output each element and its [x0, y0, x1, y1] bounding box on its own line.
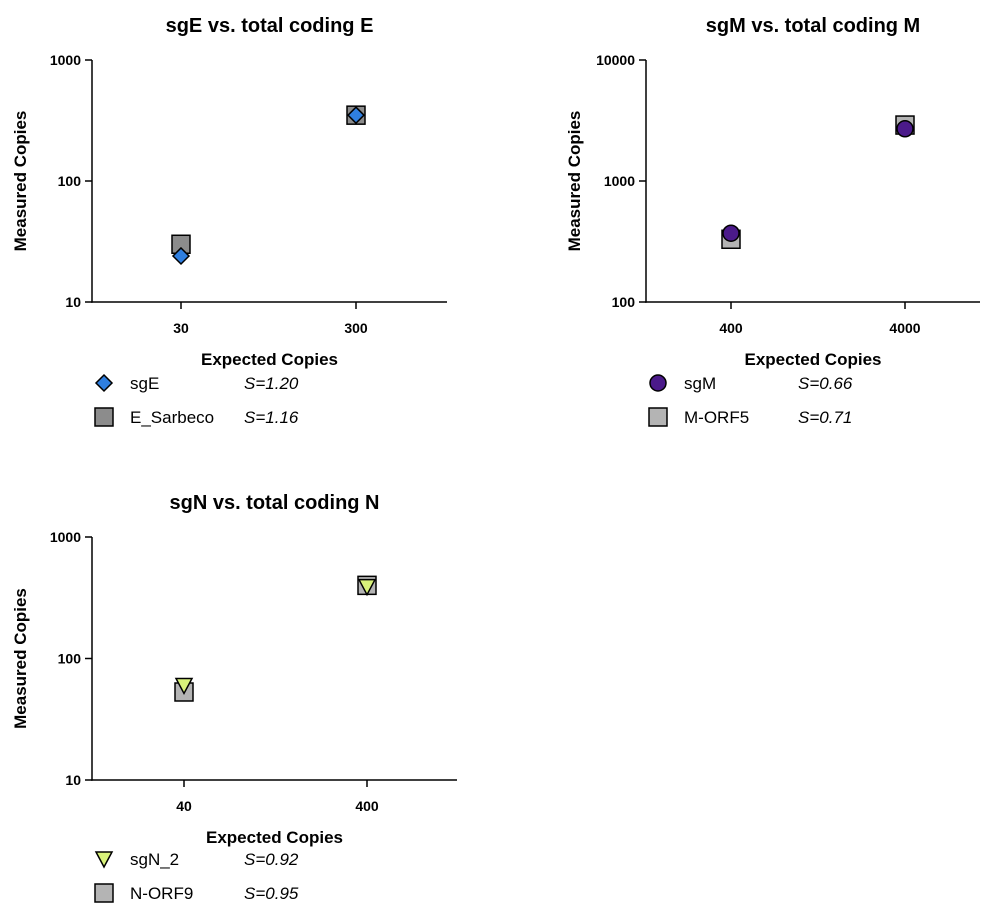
chart-title: sgE vs. total coding E [166, 15, 374, 37]
y-tick-label: 100 [612, 294, 636, 310]
chart-title: sgM vs. total coding M [706, 15, 920, 37]
y-tick-label: 100 [58, 173, 82, 189]
legend-label: sgE [130, 374, 159, 393]
y-tick-label: 10000 [596, 52, 635, 68]
chart-title: sgN vs. total coding N [169, 492, 379, 514]
legend-label: sgM [684, 374, 716, 393]
legend-marker [94, 883, 114, 903]
x-tick-label: 4000 [889, 320, 920, 336]
x-axis-label: Expected Copies [201, 350, 338, 369]
legend-marker [94, 373, 114, 393]
y-tick-label: 10 [65, 772, 81, 788]
x-tick-label: 40 [176, 798, 192, 814]
data-point [171, 246, 191, 266]
x-axis-label: Expected Copies [206, 828, 343, 847]
data-point [346, 106, 366, 125]
chart-3: sgN vs. total coding N 10 100 1000 40 400 Expe… [11, 492, 457, 903]
legend-marker [94, 407, 114, 427]
x-tick-label: 400 [719, 320, 743, 336]
legend-marker [94, 851, 114, 869]
slope-label: S=1.16 [244, 408, 299, 427]
y-axis-label: Measured Copies [565, 111, 584, 252]
data-point [896, 120, 914, 138]
x-tick-label: 300 [344, 320, 368, 336]
y-tick-label: 10 [65, 294, 81, 310]
data-point [722, 224, 740, 242]
chart-2: sgM vs. total coding M 100 1000 10000 400 400… [565, 15, 980, 427]
slope-label: S=0.66 [798, 374, 853, 393]
y-axis-label: Measured Copies [11, 588, 30, 729]
chart-1: sgE vs. total coding E 10 100 1000 30 300 Expe… [11, 15, 447, 427]
legend-marker [649, 374, 667, 392]
x-tick-label: 400 [355, 798, 379, 814]
legend-label: N-ORF9 [130, 884, 193, 903]
data-point [174, 677, 194, 696]
legend-marker [648, 407, 668, 427]
legend-label: E_Sarbeco [130, 408, 214, 427]
y-tick-label: 1000 [604, 173, 635, 189]
slope-label: S=0.95 [244, 884, 299, 903]
y-tick-label: 1000 [50, 52, 81, 68]
slope-label: S=0.71 [798, 408, 852, 427]
legend-label: sgN_2 [130, 850, 179, 869]
y-axis-label: Measured Copies [11, 111, 30, 252]
data-point [357, 578, 377, 597]
slope-label: S=1.20 [244, 374, 299, 393]
slope-label: S=0.92 [244, 850, 299, 869]
x-tick-label: 30 [173, 320, 189, 336]
y-tick-label: 100 [58, 651, 82, 667]
y-tick-label: 1000 [50, 529, 81, 545]
legend-label: M-ORF5 [684, 408, 749, 427]
x-axis-label: Expected Copies [745, 350, 882, 369]
